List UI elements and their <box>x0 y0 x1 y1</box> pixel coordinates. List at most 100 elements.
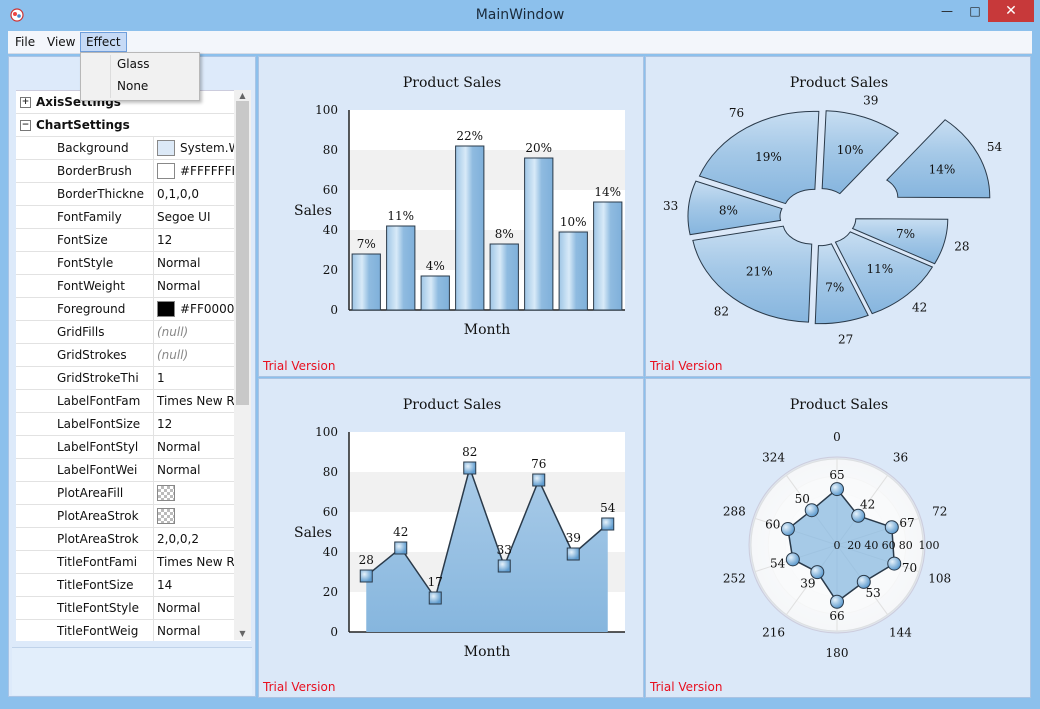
property-row[interactable]: FontWeight Normal <box>16 275 234 298</box>
minimize-button[interactable]: — <box>941 4 953 18</box>
property-row[interactable]: GridStrokeThi 1 <box>16 367 234 390</box>
property-row[interactable]: FontFamily Segoe UI <box>16 206 234 229</box>
property-value[interactable]: Segoe UI <box>153 206 237 228</box>
property-value[interactable]: Normal <box>153 620 237 641</box>
pie-slice <box>698 110 820 205</box>
property-name: TitleFontFami <box>36 551 154 573</box>
pie-slice <box>687 180 783 236</box>
property-value[interactable]: Normal <box>153 252 237 274</box>
property-value-text: Normal <box>157 601 201 615</box>
expand-icon[interactable]: + <box>20 97 31 108</box>
property-row[interactable]: LabelFontWei Normal <box>16 459 234 482</box>
color-swatch <box>157 139 175 156</box>
pie-slice <box>885 119 991 199</box>
radar-chart-panel: Product Sales 0 36 72 108 144 180 216 252 288 324 0… <box>645 378 1031 698</box>
property-value[interactable]: 14 <box>153 574 237 596</box>
y-tick-label: 60 <box>323 505 338 519</box>
property-name: GridStrokeThi <box>36 367 154 389</box>
property-value[interactable]: (null) <box>153 321 237 343</box>
property-value[interactable]: #FF000000 <box>153 298 237 320</box>
angle-tick-label: 180 <box>826 646 849 660</box>
slice-value-label: 54 <box>987 140 1003 154</box>
point-data-label: 39 <box>800 576 815 590</box>
property-value-text: System.Wind <box>180 141 237 155</box>
property-value[interactable]: 1 <box>153 367 237 389</box>
property-value[interactable]: (null) <box>153 344 237 366</box>
point-data-label: 60 <box>765 518 780 532</box>
property-value-text: Normal <box>157 624 201 638</box>
property-row[interactable]: GridStrokes (null) <box>16 344 234 367</box>
data-point <box>428 591 442 605</box>
collapse-icon[interactable]: − <box>20 120 31 131</box>
radius-tick-label: 60 <box>882 539 896 552</box>
menu-view[interactable]: View <box>47 35 76 49</box>
scroll-up-icon[interactable]: ▲ <box>239 91 246 100</box>
angle-tick-label: 108 <box>928 571 951 585</box>
property-row[interactable]: FontStyle Normal <box>16 252 234 275</box>
bar <box>455 145 485 311</box>
property-value[interactable]: System.Wind <box>153 137 237 159</box>
bar-data-label: 22% <box>456 129 483 143</box>
property-value[interactable]: Normal <box>153 436 237 458</box>
property-row[interactable]: LabelFontSize 12 <box>16 413 234 436</box>
property-value[interactable]: Times New Roma <box>153 390 237 412</box>
property-row[interactable]: BorderBrush #FFFFFFFF <box>16 160 237 183</box>
close-button[interactable]: ✕ <box>988 0 1034 22</box>
chart-title: Product Sales <box>403 75 501 91</box>
property-row[interactable]: PlotAreaStrok 2,0,0,2 <box>16 528 234 551</box>
property-name: GridStrokes <box>36 344 154 366</box>
property-row[interactable]: PlotAreaFill <box>16 482 234 505</box>
property-value[interactable]: Normal <box>153 459 237 481</box>
property-row[interactable]: TitleFontStyle Normal <box>16 597 234 620</box>
property-value[interactable]: 2,0,0,2 <box>153 528 237 550</box>
scrollbar-thumb[interactable] <box>236 101 249 405</box>
property-name: TitleFontSize <box>36 574 154 596</box>
property-row[interactable]: LabelFontStyl Normal <box>16 436 234 459</box>
property-value-text: 2,0,0,2 <box>157 532 199 546</box>
property-value[interactable] <box>153 505 237 527</box>
data-point <box>884 520 899 535</box>
property-row[interactable]: TitleFontSize 14 <box>16 574 234 597</box>
property-name: FontFamily <box>36 206 154 228</box>
property-value[interactable] <box>153 482 237 504</box>
effect-dropdown-menu: Glass None <box>80 52 200 101</box>
slice-value-label: 33 <box>663 199 678 213</box>
property-row[interactable]: Foreground #FF000000 <box>16 298 237 321</box>
point-data-label: 28 <box>359 553 374 567</box>
data-point <box>497 559 511 573</box>
property-row[interactable]: TitleFontWeig Normal <box>16 620 234 641</box>
property-row[interactable]: BorderThickne 0,1,0,0 <box>16 183 234 206</box>
menu-file[interactable]: File <box>15 35 36 49</box>
property-value-text: Normal <box>157 463 201 477</box>
maximize-button[interactable]: □ <box>969 4 981 18</box>
data-point <box>394 541 408 555</box>
property-value[interactable]: Normal <box>153 275 237 297</box>
property-value[interactable]: 0,1,0,0 <box>153 183 237 205</box>
property-value-text: Segoe UI <box>157 210 211 224</box>
property-value[interactable]: 12 <box>153 413 237 435</box>
category-chartsettings[interactable]: − ChartSettings <box>16 114 234 137</box>
property-value[interactable]: 12 <box>153 229 237 251</box>
property-value[interactable]: #FFFFFFFF <box>153 160 237 182</box>
chart-title: Product Sales <box>403 397 501 413</box>
scroll-down-icon[interactable]: ▼ <box>239 629 246 638</box>
property-row[interactable]: GridFills (null) <box>16 321 234 344</box>
property-value-text: Times New Roma <box>157 394 237 408</box>
property-row[interactable]: Background System.Wind <box>16 137 237 160</box>
radius-tick-label: 100 <box>919 539 940 552</box>
menu-effect[interactable]: Effect <box>80 32 127 52</box>
description-pane <box>12 647 252 695</box>
pie-slice <box>821 110 899 195</box>
property-value[interactable]: Normal <box>153 597 237 619</box>
data-point <box>851 508 866 523</box>
property-value-text: Normal <box>157 256 201 270</box>
point-data-label: 33 <box>497 543 512 557</box>
menu-item-none[interactable]: None <box>117 79 149 93</box>
property-row[interactable]: FontSize 12 <box>16 229 234 252</box>
radius-tick-label: 0 <box>834 539 841 552</box>
property-row[interactable]: PlotAreaStrok <box>16 505 234 528</box>
menu-item-glass[interactable]: Glass <box>117 57 150 71</box>
property-value[interactable]: Times New Roma <box>153 551 237 573</box>
